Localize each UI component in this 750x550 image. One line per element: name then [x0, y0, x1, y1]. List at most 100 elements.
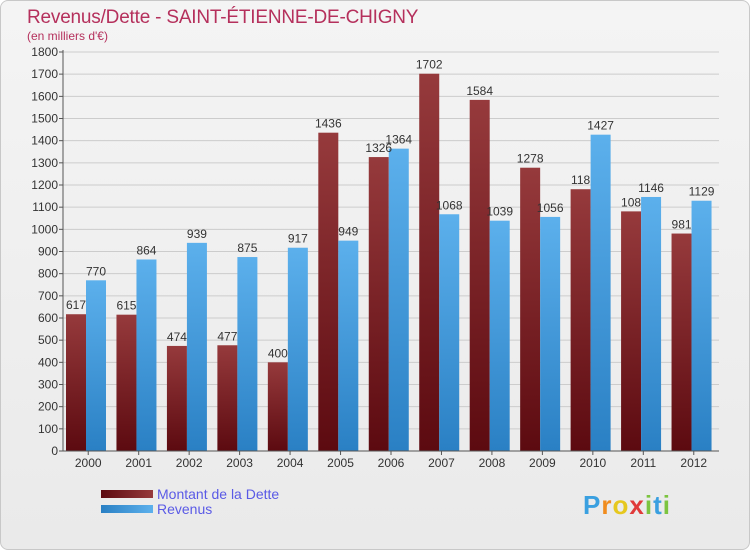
bar-revenus: [338, 240, 359, 451]
x-tick-label: 2002: [176, 456, 203, 470]
y-tick-label: 900: [38, 245, 58, 259]
x-tick-label: 2012: [680, 456, 707, 470]
legend-swatch-revenus: [101, 505, 153, 513]
data-label-revenus: 1146: [638, 181, 664, 195]
legend-label-dette: Montant de la Dette: [157, 486, 280, 502]
y-tick-label: 1600: [31, 89, 58, 103]
data-label-revenus: 1039: [486, 205, 513, 219]
bar-revenus: [641, 196, 662, 451]
bar-revenus: [86, 280, 106, 451]
bar-dette: [520, 167, 541, 451]
bar-dette: [621, 211, 642, 451]
bar-dette: [419, 73, 440, 452]
data-label-dette: 1584: [466, 84, 493, 98]
x-tick-label: 2001: [125, 456, 152, 470]
chart-subtitle: (en milliers d'€): [27, 29, 108, 43]
x-tick-label: 2008: [479, 456, 506, 470]
y-tick-label: 100: [38, 422, 58, 436]
logo-letter: r: [601, 490, 613, 520]
data-label-revenus: 1068: [436, 198, 463, 212]
bar-revenus: [489, 220, 510, 451]
bar-dette: [469, 99, 490, 451]
data-label-revenus: 1056: [537, 201, 564, 215]
bar-revenus: [691, 200, 712, 451]
data-label-revenus: 1129: [689, 185, 715, 199]
data-label-dette: 1278: [517, 152, 544, 166]
data-label-dette: 477: [217, 329, 237, 343]
bar-revenus: [186, 242, 207, 451]
y-tick-label: 1100: [32, 200, 58, 214]
x-tick-label: 2006: [378, 456, 405, 470]
x-tick-label: 2007: [428, 456, 455, 470]
data-label-dette: 400: [268, 346, 288, 360]
chart-title: Revenus/Dette - SAINT-ÉTIENNE-DE-CHIGNY: [27, 7, 419, 28]
y-tick-label: 1800: [31, 45, 58, 59]
data-label-dette: 108: [621, 195, 641, 209]
y-tick-label: 300: [38, 378, 58, 392]
bar-dette: [368, 157, 389, 451]
data-label-revenus: 770: [86, 264, 106, 278]
y-tick-label: 700: [38, 289, 58, 303]
legend-swatch-dette: [101, 490, 153, 498]
x-tick-label: 2005: [327, 456, 354, 470]
y-tick-label: 1000: [31, 222, 58, 236]
bar-revenus: [540, 216, 561, 451]
data-label-revenus: 1427: [587, 119, 614, 133]
data-labels: 617 770 615 864 474 939 477 875 400 917 1436 949 132…: [66, 58, 715, 361]
logo-letter: P: [583, 490, 602, 520]
bar-dette: [267, 362, 288, 451]
logo-letter: x: [629, 490, 645, 520]
bar-revenus: [136, 259, 157, 451]
y-tick-label: 400: [38, 355, 58, 369]
bar-revenus: [287, 247, 308, 451]
proxiti-logo: Proxiti: [583, 490, 671, 521]
x-tick-label: 2010: [579, 456, 606, 470]
bar-revenus: [388, 148, 409, 451]
data-label-dette: 615: [116, 299, 136, 313]
logo-letter: o: [612, 490, 630, 520]
data-label-revenus: 875: [237, 241, 257, 255]
bar-dette: [570, 189, 591, 451]
logo-letter: i: [644, 490, 654, 520]
data-label-revenus: 1364: [385, 133, 412, 147]
data-label-revenus: 917: [288, 232, 308, 246]
data-label-revenus: 864: [136, 243, 156, 257]
logo-letter: i: [662, 490, 671, 520]
data-label-dette: 1436: [315, 117, 342, 131]
bar-revenus: [590, 134, 611, 451]
bar-dette: [671, 233, 692, 451]
bar-revenus: [439, 214, 460, 451]
bar-dette: [116, 314, 137, 451]
y-tick-label: 1200: [31, 178, 58, 192]
y-tick-label: 1700: [31, 67, 58, 81]
legend-label-revenus: Revenus: [157, 501, 213, 517]
bar-dette: [66, 314, 86, 451]
axes: 0 100 200 300 400 500 600 700 800 900 1000 1100 1200…: [31, 45, 719, 470]
logo-letter: t: [653, 490, 663, 520]
x-tick-label: 2011: [630, 456, 656, 470]
y-tick-label: 1400: [31, 134, 58, 148]
bar-dette: [217, 345, 238, 451]
x-tick-label: 2004: [277, 456, 304, 470]
y-tick-label: 0: [51, 444, 58, 458]
bar-revenus: [237, 257, 258, 451]
data-label-dette: 474: [167, 330, 187, 344]
data-label-dette: 1326: [365, 141, 392, 155]
x-tick-label: 2003: [226, 456, 253, 470]
bars: [66, 73, 712, 452]
y-tick-label: 1500: [31, 112, 58, 126]
data-label-dette: 1702: [416, 58, 443, 72]
x-tick-label: 2009: [529, 456, 556, 470]
data-label-revenus: 939: [187, 227, 207, 241]
data-label-dette: 981: [672, 218, 692, 232]
y-tick-label: 200: [38, 400, 58, 414]
bar-dette: [166, 345, 187, 451]
y-tick-label: 500: [38, 333, 58, 347]
bar-dette: [318, 132, 339, 452]
data-label-dette: 617: [66, 298, 86, 312]
data-label-dette: 118: [571, 173, 590, 187]
data-label-revenus: 949: [338, 225, 358, 239]
y-tick-label: 600: [38, 311, 58, 325]
x-tick-label: 2000: [75, 456, 102, 470]
